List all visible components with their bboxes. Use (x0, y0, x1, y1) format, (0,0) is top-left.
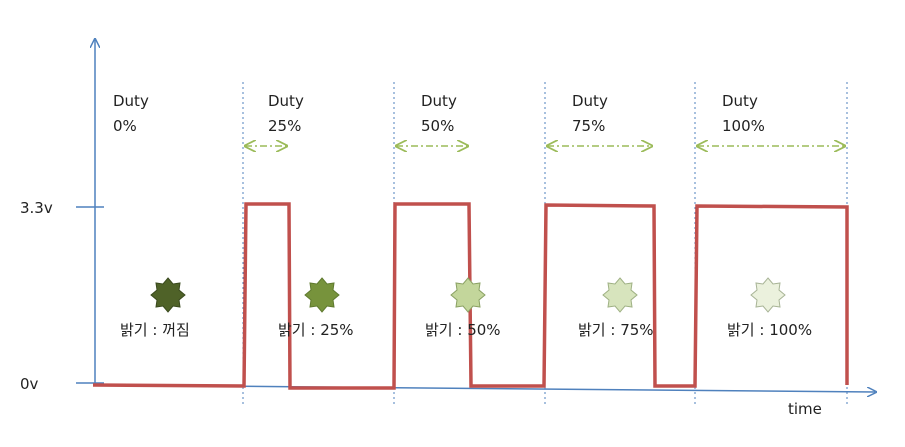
brightness-label: 밝기 : 25% (278, 321, 354, 339)
brightness-labels: 밝기 : 꺼짐 밝기 : 25% 밝기 : 50% 밝기 : 75% 밝기 : … (120, 321, 812, 339)
duty-value: 0% (113, 117, 137, 135)
y-label-3v3: 3.3v (20, 199, 53, 217)
pwm-signal (92, 202, 849, 390)
duty-value: 25% (268, 117, 301, 135)
star-75-icon (602, 277, 638, 313)
brightness-label: 밝기 : 꺼짐 (120, 321, 190, 339)
duty-value: 100% (722, 117, 765, 135)
star-50-icon (450, 277, 486, 313)
duty-title: Duty (268, 92, 304, 110)
x-axis-label: time (788, 400, 822, 418)
duty-title: Duty (572, 92, 608, 110)
duty-title: Duty (421, 92, 457, 110)
duty-title: Duty (113, 92, 149, 110)
y-label-0v: 0v (20, 375, 39, 393)
brightness-label: 밝기 : 75% (578, 321, 654, 339)
brightness-icons (150, 277, 786, 313)
brightness-label: 밝기 : 50% (425, 321, 501, 339)
star-100-icon (750, 277, 786, 313)
duty-value: 50% (421, 117, 454, 135)
brightness-label: 밝기 : 100% (727, 321, 812, 339)
duty-value: 75% (572, 117, 605, 135)
star-25-icon (304, 277, 340, 313)
star-0-icon (150, 277, 186, 313)
duty-title: Duty (722, 92, 758, 110)
duty-labels: Duty 0% Duty 25% Duty 50% Duty 75% Duty … (113, 92, 765, 135)
